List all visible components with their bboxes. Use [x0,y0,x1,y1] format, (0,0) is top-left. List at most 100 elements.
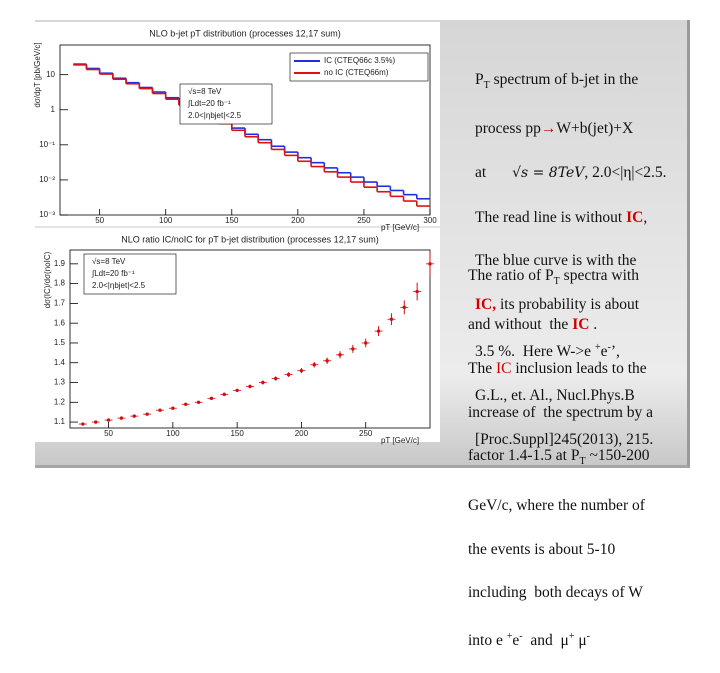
text: , [643,208,648,226]
text-line: [Proc.Suppl]245(2013), 215. [475,429,667,451]
x-tick-label: 150 [230,429,244,438]
text-line: GeV/c, where the number of [468,495,653,517]
text: increase of the spectrum by a [468,403,654,421]
x-tick-label: 200 [291,216,305,225]
point [171,406,175,410]
legend-box [289,52,429,82]
y-tick-label: 1.3 [54,378,66,387]
point [184,402,188,406]
point [389,317,394,321]
text: T [579,456,586,468]
text-line: The ratio of PT spectra with [468,265,653,293]
text-line: The blue curve is with the [475,250,667,272]
text: T [483,79,490,91]
annotation: ∫Ldt=20 fb⁻¹ [91,269,135,278]
text: The ratio of [468,266,546,284]
point [415,289,419,294]
text: . [589,316,598,334]
point [364,341,368,345]
annotation-box [179,83,273,125]
point [376,329,381,333]
highlight: IC [495,360,512,378]
y-axis-label: dσ(IC)/dσ(noIC) [43,251,52,308]
slide: NLO b-jet pT distribution (processes 12,… [33,20,690,649]
point [261,380,265,385]
text: G.L., et. Al., Nucl.Phys.B [475,387,635,405]
text: μ [574,631,587,649]
point [145,412,149,416]
point [81,422,85,426]
text: including both decays of W [468,584,643,602]
highlight: IC [626,208,644,226]
formula: √s = 8TeV [512,165,585,182]
point [235,388,239,393]
y-tick-label: 10⁻² [39,175,55,184]
text: The [468,360,496,378]
x-tick-label: 100 [166,429,180,438]
chart-title: NLO ratio IC/noIC for pT b-jet distribut… [121,234,378,244]
text: The read line is without [475,208,627,226]
text-line: at √s = 8TeV, 2.0<|η|<2.5. [475,162,667,185]
annotation: 2.0<|ηbjet|<2.5 [188,111,242,120]
x-axis-label: pT [GeV/c] [381,436,419,445]
text: and without the [468,316,573,334]
y-tick-label: 1 [51,105,56,114]
text: [Proc.Suppl]245(2013), 215. [475,430,654,448]
text: 3.5 %. Here W->e [475,343,595,361]
text: , 2.0<|η|<2.5. [584,164,667,182]
text: the events is about 5-10 [468,540,616,558]
text-line: PT spectrum of b-jet in the [475,69,667,97]
text: GeV/c, where the number of [468,496,645,514]
x-tick-label: 200 [295,429,309,438]
point [158,408,162,412]
highlight: IC, [475,295,497,313]
point [286,372,291,377]
text: into e [468,631,507,649]
text: its probability is about [496,295,640,313]
text: - [607,342,611,354]
point [325,359,329,363]
point [132,414,136,418]
text: P [570,447,580,465]
text-line: G.L., et. Al., Nucl.Phys.B [475,385,667,407]
point [299,368,304,373]
point [248,384,252,389]
text: The blue curve is with the [475,252,637,270]
y-tick-label: 1.2 [54,397,66,406]
y-tick-label: 1.1 [54,417,66,426]
text: inclusion leads to the [511,360,647,378]
text: process pp [475,120,541,138]
text: spectrum of b-jet in the [489,70,639,88]
text: and μ [522,631,569,649]
text-line: factor 1.4-1.5 at PT ~150-200 [468,445,653,473]
text: - [586,630,590,642]
y-tick-label: 1.8 [54,279,66,288]
y-tick-label: 1.6 [54,318,66,327]
annotation-box [83,253,177,295]
charts: NLO b-jet pT distribution (processes 12,… [33,28,438,446]
text: ~150-200 [585,447,650,465]
text: P [475,70,484,88]
x-tick-label: 50 [95,216,104,225]
y-axis-label: dσ/dpT [pb/GeV/c] [33,42,42,107]
point [94,420,98,424]
x-tick-label: 250 [359,429,373,438]
legend-label: IC (CTEQ66c 3.5%) [324,56,395,65]
point [119,416,124,420]
y-tick-label: 10⁻¹ [39,140,55,149]
annotation: √s=8 TeV [188,87,222,96]
point [274,376,278,381]
x-tick-label: 100 [159,216,173,225]
highlight: IC [572,316,590,334]
point [222,392,226,397]
text-line: process pp→W+b(jet)+X [475,118,667,140]
text-line: IC, its probability is about [475,294,667,316]
x-tick-label: 50 [104,429,113,438]
arrow: → [540,120,557,138]
point [402,305,406,310]
y-tick-label: 1.7 [54,299,66,308]
text-line: The read line is without IC, [475,207,667,229]
text-line: the events is about 5-10 [468,539,653,561]
text: at [475,164,491,182]
chart-title: NLO b-jet pT distribution (processes 12,… [149,28,340,38]
